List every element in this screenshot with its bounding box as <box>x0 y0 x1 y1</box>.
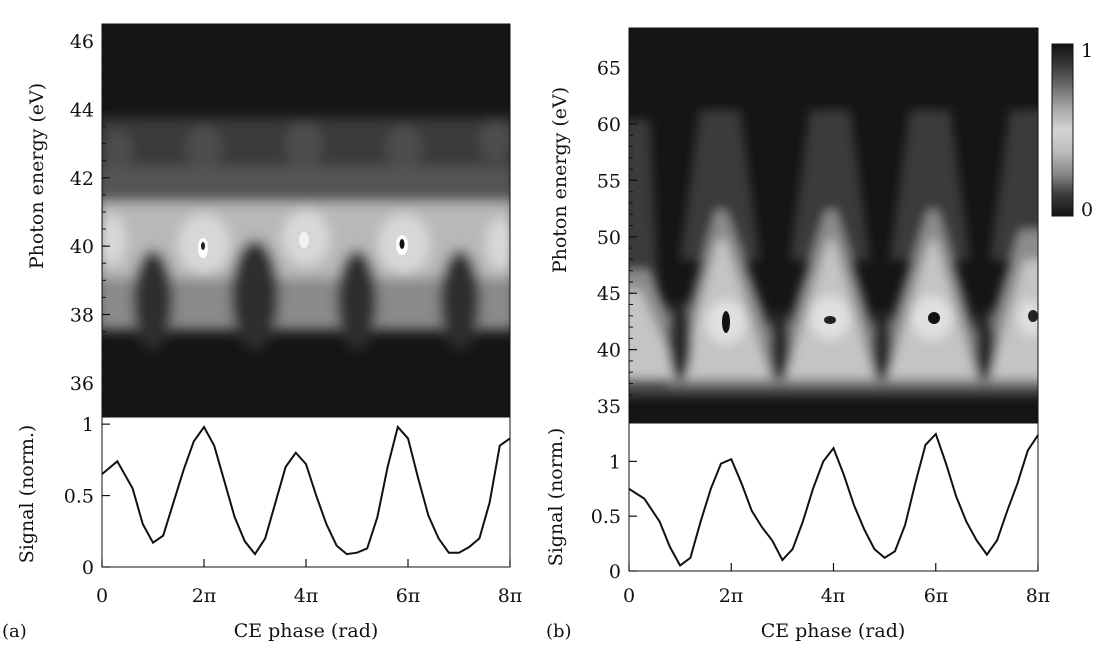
signal-a-frame <box>101 416 511 568</box>
heatmap-a-y-tick-label-0: 36 <box>70 373 94 395</box>
signal-a-ylabel: Signal (norm.) <box>16 425 38 564</box>
x-tick-label-a-1: 2π <box>192 585 217 607</box>
heatmap-a-y-tick-label-3: 42 <box>70 168 94 190</box>
signal-b: 00.51 Signal (norm.) <box>545 422 1039 583</box>
heatmap-a-gaps <box>133 240 480 350</box>
heatmap-b-ylabel: Photon energy (eV) <box>549 87 571 273</box>
heatmap-b-y-tick-label-3: 50 <box>597 227 621 249</box>
signal-b-y-tick-label-1: 0.5 <box>591 506 621 528</box>
signal-a-y-ticks: 00.51 <box>64 414 110 579</box>
signal-a: 00.51 Signal (norm.) <box>16 414 511 579</box>
heatmap-a-y-ticks: 36 38 40 42 44 46 <box>70 23 110 418</box>
heatmap-a-y-tick-label-1: 38 <box>70 304 94 326</box>
signal-b-x-ticks <box>628 563 1039 571</box>
panel-a-xlabel: CE phase (rad) <box>234 620 379 642</box>
panel-b-xlabel: CE phase (rad) <box>761 620 906 642</box>
x-tick-label-a-2: 4π <box>294 585 319 607</box>
x-tick-label-a-3: 6π <box>396 585 421 607</box>
heatmap-b-y-tick-label-0: 35 <box>597 396 621 418</box>
heatmap-b-y-tick-label-2: 45 <box>597 283 621 305</box>
signal-b-y-ticks: 00.51 <box>591 451 637 583</box>
signal-b-y-tick-label-2: 1 <box>609 451 621 473</box>
signal-b-y-tick-label-0: 0 <box>609 561 621 583</box>
heatmap-b-y-tick-label-4: 55 <box>597 170 621 192</box>
x-tick-label-a-0: 0 <box>96 585 108 607</box>
signal-b-frame <box>628 422 1039 572</box>
x-tick-label-b-2: 4π <box>821 585 846 607</box>
x-tick-labels-a: 0 2π 4π 6π 8π <box>96 585 522 607</box>
heatmap-a: 36 38 40 42 44 46 Photon energy (eV) <box>26 23 511 418</box>
signal-a-y-tick-label-1: 0.5 <box>64 486 94 508</box>
signal-a-line <box>101 424 511 556</box>
heatmap-a-y-tick-label-2: 40 <box>70 236 94 258</box>
heatmap-b-y-ticks: 35 40 45 50 55 60 65 <box>597 33 637 418</box>
heatmap-a-ylabel: Photon energy (eV) <box>26 83 48 269</box>
heatmap-a-cores <box>198 232 408 258</box>
heatmap-b-y-tick-label-5: 60 <box>597 114 621 136</box>
panel-b-letter: (b) <box>546 621 572 642</box>
colorbar-label-min: 0 <box>1081 199 1093 221</box>
heatmap-a-dim-band <box>102 166 510 206</box>
heatmap-b-y-tick-label-1: 40 <box>597 340 621 362</box>
heatmap-a-y-tick-label-4: 44 <box>70 99 94 121</box>
signal-a-y-tick-label-2: 1 <box>82 414 94 436</box>
signal-b-line <box>628 432 1039 567</box>
x-tick-label-b-3: 6π <box>924 585 949 607</box>
x-tick-label-b-1: 2π <box>719 585 744 607</box>
heatmap-b: 35 40 45 50 55 60 65 Photon energy (eV) <box>549 27 1039 424</box>
heatmap-a-hotspots <box>102 210 510 274</box>
signal-b-ylabel: Signal (norm.) <box>545 428 567 567</box>
signal-a-x-ticks <box>101 559 511 567</box>
colorbar-label-max: 1 <box>1081 40 1093 62</box>
x-tick-label-a-4: 8π <box>498 585 523 607</box>
heatmap-b-core-marks <box>722 310 1038 333</box>
colorbar-scale <box>1051 43 1074 217</box>
signal-a-y-tick-label-0: 0 <box>82 557 94 579</box>
panel-a-letter: (a) <box>2 621 27 642</box>
heatmap-b-plumes <box>629 110 1038 330</box>
x-tick-labels-b: 0 2π 4π 6π 8π <box>623 585 1050 607</box>
x-tick-label-b-4: 8π <box>1026 585 1051 607</box>
x-tick-label-b-0: 0 <box>623 585 635 607</box>
colorbar: 1 0 <box>1051 40 1093 221</box>
heatmap-b-gaps <box>668 300 995 380</box>
heatmap-a-top-plumes <box>104 118 510 170</box>
heatmap-a-y-tick-label-5: 46 <box>70 31 94 53</box>
heatmap-b-y-tick-label-6: 65 <box>597 58 621 80</box>
